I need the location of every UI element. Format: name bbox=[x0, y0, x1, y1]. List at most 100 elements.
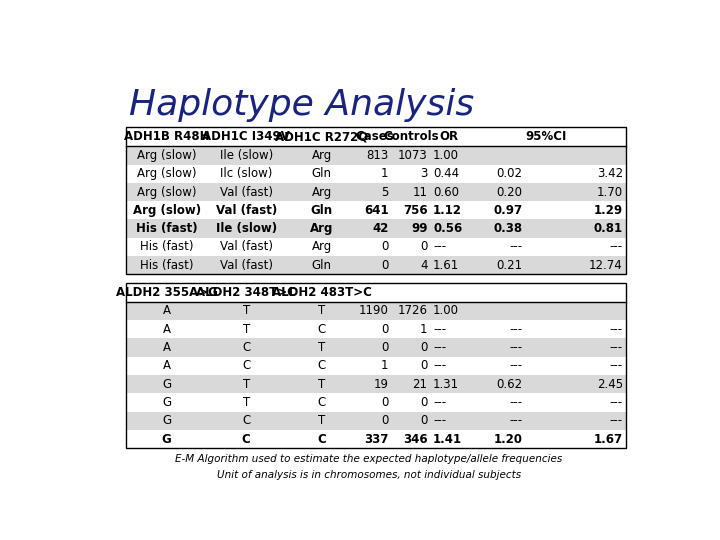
Text: His (fast): His (fast) bbox=[140, 259, 194, 272]
Text: 2.45: 2.45 bbox=[597, 377, 623, 390]
Text: C: C bbox=[318, 433, 326, 446]
Text: Val (fast): Val (fast) bbox=[215, 204, 277, 217]
Text: Gln: Gln bbox=[312, 259, 332, 272]
Bar bbox=[126, 339, 626, 357]
Text: 0: 0 bbox=[381, 396, 389, 409]
Text: ---: --- bbox=[610, 396, 623, 409]
Text: ADH1B R48H: ADH1B R48H bbox=[124, 130, 210, 143]
Text: C: C bbox=[318, 359, 325, 373]
Text: ---: --- bbox=[433, 396, 446, 409]
Text: T: T bbox=[243, 396, 250, 409]
Text: 0.56: 0.56 bbox=[433, 222, 462, 235]
Text: Ile (slow): Ile (slow) bbox=[216, 222, 276, 235]
Text: ---: --- bbox=[509, 341, 523, 354]
Text: C: C bbox=[242, 359, 251, 373]
Text: 4: 4 bbox=[420, 259, 428, 272]
Text: ---: --- bbox=[509, 414, 523, 427]
Text: T: T bbox=[243, 377, 250, 390]
Bar bbox=[126, 282, 626, 302]
Bar bbox=[126, 201, 626, 219]
Text: C: C bbox=[318, 396, 325, 409]
Text: 0.60: 0.60 bbox=[433, 186, 459, 199]
Text: 1: 1 bbox=[420, 323, 428, 336]
Text: ---: --- bbox=[509, 359, 523, 373]
Text: ---: --- bbox=[610, 341, 623, 354]
Text: T: T bbox=[243, 323, 250, 336]
Text: A: A bbox=[163, 323, 171, 336]
Text: ---: --- bbox=[610, 359, 623, 373]
Text: 1.29: 1.29 bbox=[594, 204, 623, 217]
Text: ---: --- bbox=[433, 414, 446, 427]
Text: 0.81: 0.81 bbox=[594, 222, 623, 235]
Text: Unit of analysis is in chromosomes, not individual subjects: Unit of analysis is in chromosomes, not … bbox=[217, 470, 521, 480]
Text: G: G bbox=[162, 414, 171, 427]
Text: 1.12: 1.12 bbox=[433, 204, 462, 217]
Text: 0: 0 bbox=[381, 323, 389, 336]
Text: T: T bbox=[318, 305, 325, 318]
Bar bbox=[126, 320, 626, 339]
Text: T: T bbox=[243, 305, 250, 318]
Text: 1: 1 bbox=[381, 167, 389, 180]
Text: 1.70: 1.70 bbox=[597, 186, 623, 199]
Text: Val (fast): Val (fast) bbox=[220, 240, 273, 253]
Bar bbox=[126, 127, 626, 146]
Bar bbox=[126, 183, 626, 201]
Bar bbox=[126, 165, 626, 183]
Text: 1.67: 1.67 bbox=[594, 433, 623, 446]
Text: C: C bbox=[318, 323, 325, 336]
Text: 0: 0 bbox=[420, 414, 428, 427]
Text: ---: --- bbox=[433, 240, 446, 253]
Text: 346: 346 bbox=[403, 433, 428, 446]
Text: 0: 0 bbox=[420, 396, 428, 409]
Text: 3.42: 3.42 bbox=[597, 167, 623, 180]
Bar bbox=[126, 256, 626, 274]
Text: Val (fast): Val (fast) bbox=[220, 186, 273, 199]
Text: C: C bbox=[242, 433, 251, 446]
Text: ---: --- bbox=[433, 341, 446, 354]
Text: 0.38: 0.38 bbox=[493, 222, 523, 235]
Text: 99: 99 bbox=[411, 222, 428, 235]
Text: ALDH2 348T>C: ALDH2 348T>C bbox=[197, 286, 296, 299]
Text: 0: 0 bbox=[420, 359, 428, 373]
Text: A: A bbox=[163, 359, 171, 373]
Text: T: T bbox=[318, 341, 325, 354]
Text: 1.00: 1.00 bbox=[433, 149, 459, 162]
Text: 1.20: 1.20 bbox=[493, 433, 523, 446]
Text: ---: --- bbox=[610, 240, 623, 253]
Text: ADH1C R272Q: ADH1C R272Q bbox=[275, 130, 368, 143]
Text: Haplotype Analysis: Haplotype Analysis bbox=[129, 87, 474, 122]
Text: 19: 19 bbox=[374, 377, 389, 390]
Text: Ile (slow): Ile (slow) bbox=[220, 149, 273, 162]
Text: 0.44: 0.44 bbox=[433, 167, 459, 180]
Text: ADH1C I349V: ADH1C I349V bbox=[202, 130, 290, 143]
Text: A: A bbox=[163, 305, 171, 318]
Text: Cases: Cases bbox=[355, 130, 394, 143]
Bar bbox=[126, 302, 626, 320]
Text: ---: --- bbox=[433, 359, 446, 373]
Text: ---: --- bbox=[433, 323, 446, 336]
Text: C: C bbox=[242, 414, 251, 427]
Text: 42: 42 bbox=[372, 222, 389, 235]
Text: ALDH2 483T>C: ALDH2 483T>C bbox=[271, 286, 372, 299]
Text: Controls: Controls bbox=[383, 130, 438, 143]
Text: 1190: 1190 bbox=[359, 305, 389, 318]
Text: 12.74: 12.74 bbox=[589, 259, 623, 272]
Text: 95%CI: 95%CI bbox=[526, 130, 567, 143]
Text: 0.62: 0.62 bbox=[496, 377, 523, 390]
Text: Arg: Arg bbox=[310, 222, 333, 235]
Text: T: T bbox=[318, 377, 325, 390]
Text: Arg (slow): Arg (slow) bbox=[132, 204, 201, 217]
Text: 11: 11 bbox=[413, 186, 428, 199]
Text: His (fast): His (fast) bbox=[136, 222, 197, 235]
Text: T: T bbox=[318, 414, 325, 427]
Text: OR: OR bbox=[439, 130, 458, 143]
Text: Arg (slow): Arg (slow) bbox=[137, 149, 197, 162]
Text: Arg (slow): Arg (slow) bbox=[137, 186, 197, 199]
Text: Arg (slow): Arg (slow) bbox=[137, 167, 197, 180]
Text: ---: --- bbox=[509, 396, 523, 409]
Bar bbox=[126, 375, 626, 393]
Text: 0.02: 0.02 bbox=[497, 167, 523, 180]
Text: 0.97: 0.97 bbox=[493, 204, 523, 217]
Text: ---: --- bbox=[610, 323, 623, 336]
Text: 21: 21 bbox=[413, 377, 428, 390]
